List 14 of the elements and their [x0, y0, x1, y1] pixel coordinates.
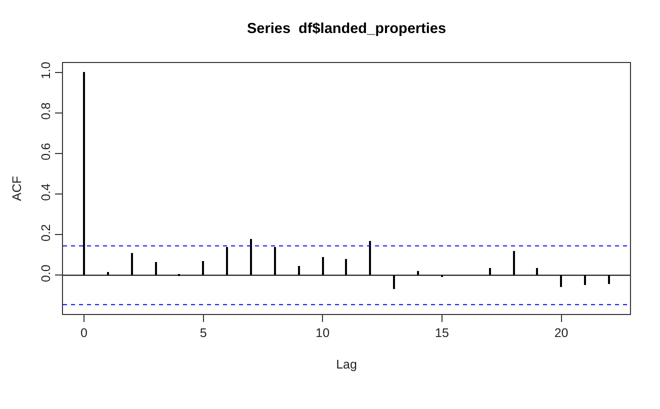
x-tick-label: 0	[80, 326, 88, 340]
chart-title: Series df$landed_properties	[246, 21, 446, 38]
y-tick-label: 0.8	[39, 102, 53, 120]
y-tick-label: 0.6	[39, 142, 53, 160]
x-tick-label: 20	[554, 326, 568, 340]
x-tick-label: 5	[200, 326, 207, 340]
y-tick-label: 0.2	[39, 224, 53, 242]
x-axis-title: Lag	[336, 357, 357, 372]
x-tick-label: 15	[434, 326, 449, 340]
y-tick-label: 1.0	[39, 62, 53, 80]
x-tick-label: 10	[316, 326, 330, 340]
y-tick-label: 0.4	[39, 183, 53, 201]
y-tick-label: 0.0	[39, 264, 53, 282]
y-axis-title: ACF	[10, 176, 24, 201]
